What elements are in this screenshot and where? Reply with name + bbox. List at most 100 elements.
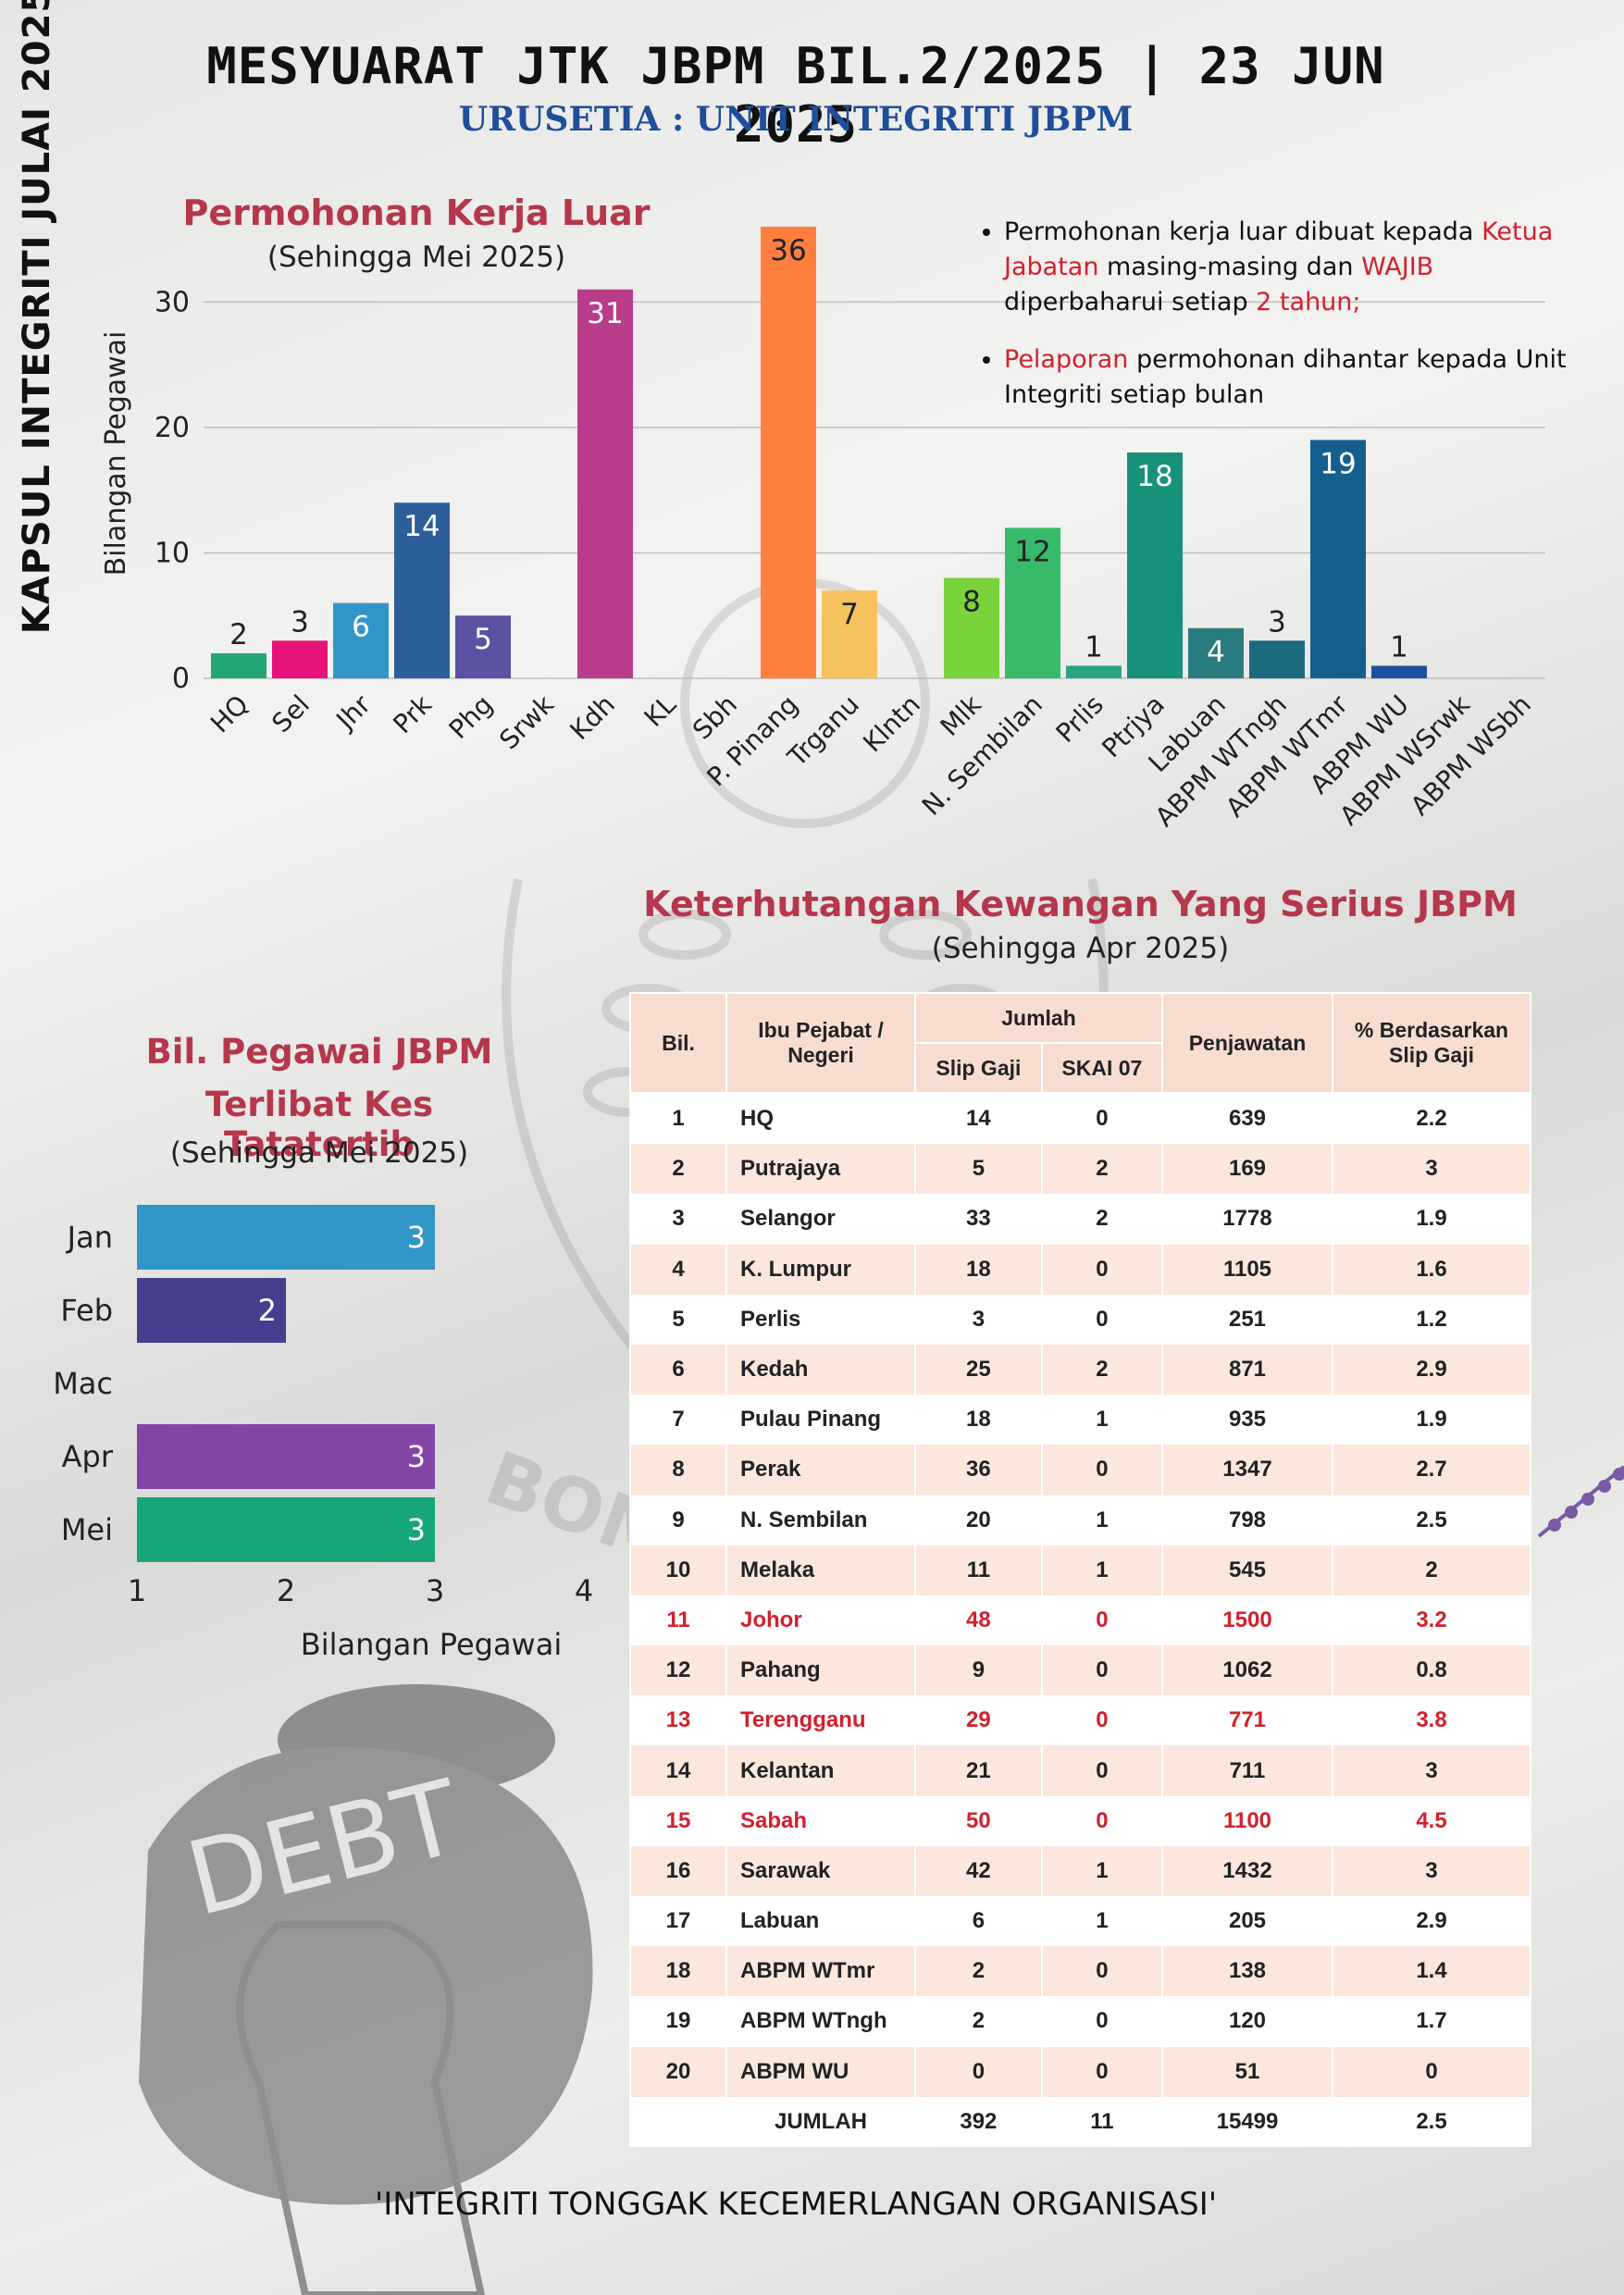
chart1-bar: [822, 590, 877, 678]
cell-pct: 3.8: [1332, 1695, 1531, 1746]
chart2-xtick: 3: [426, 1573, 444, 1608]
cell-name: Putrajaya: [725, 1144, 916, 1195]
cell-skai: 0: [1040, 1996, 1164, 2047]
chart2-bar: [137, 1497, 435, 1562]
cell-pct: 2.5: [1332, 1495, 1531, 1545]
cell-pct: 2.9: [1332, 1896, 1531, 1947]
cell-skai: 0: [1040, 1795, 1164, 1846]
cell-bil: 12: [629, 1645, 727, 1696]
cell-slip-gaji: 3: [914, 1294, 1043, 1345]
chart1-bar: [455, 615, 511, 678]
cell-name: K. Lumpur: [725, 1244, 916, 1295]
cell-bil: 15: [629, 1795, 727, 1846]
chart1-category-label: KL: [638, 688, 683, 733]
chart1-value-label: 3: [1268, 605, 1286, 639]
cell-penjawatan: 935: [1161, 1395, 1333, 1445]
cell-name: HQ: [725, 1093, 916, 1145]
chart1-value-label: 14: [403, 510, 440, 543]
cell-name: Sarawak: [725, 1845, 916, 1896]
chart1-bar: [211, 652, 267, 678]
chart1-category-label: Sel: [266, 689, 316, 739]
chart1-bar: [1188, 627, 1244, 678]
cell-penjawatan: 1100: [1161, 1795, 1333, 1846]
lavender-decoration: [1537, 1465, 1624, 1538]
cell-penjawatan: 798: [1161, 1495, 1333, 1545]
cell-penjawatan: 138: [1161, 1946, 1333, 1997]
note-item-1: Permohonan kerja luar dibuat kepada Ketu…: [1004, 215, 1568, 320]
cell-slip-gaji: 0: [914, 2046, 1043, 2097]
cell-name: Pulau Pinang: [725, 1395, 916, 1445]
cell-penjawatan: 639: [1161, 1093, 1333, 1145]
cell-slip-gaji: 6: [914, 1896, 1043, 1947]
chart1-value-label: 7: [840, 598, 859, 631]
chart1-bar: [394, 502, 450, 678]
table-row: 19 ABPM WTngh 2 0 120 1.7: [629, 1996, 1531, 2047]
cell-name: ABPM WU: [725, 2046, 916, 2097]
header-bil: Bil.: [629, 992, 727, 1094]
chart2-bar: [137, 1278, 286, 1343]
table-row: 7 Pulau Pinang 18 1 935 1.9: [629, 1395, 1531, 1445]
cell-bil: 16: [629, 1845, 727, 1896]
cell-pct: 2.2: [1332, 1093, 1531, 1145]
note-item-2: Pelaporan permohonan dihantar kepada Uni…: [1004, 342, 1568, 413]
cell-slip-gaji: 9: [914, 1645, 1043, 1696]
chart1-ylabel: Bilangan Pegawai: [100, 331, 132, 577]
cell-skai: 0: [1040, 1445, 1164, 1495]
chart1-value-label: 36: [770, 234, 806, 267]
chart1-value-label: 6: [352, 611, 370, 644]
cell-slip-gaji: 2: [914, 1946, 1043, 1997]
cell-skai: 0: [1040, 1594, 1164, 1646]
chart1-value-label: 2: [229, 618, 248, 651]
cell-pct: 3: [1332, 1144, 1531, 1195]
notes-panel: Permohonan kerja luar dibuat kepada Ketu…: [967, 215, 1568, 435]
cell-bil: 7: [629, 1395, 727, 1445]
cell-pct: 2.9: [1332, 1344, 1531, 1396]
chart1-category-label: Mlk: [935, 688, 988, 742]
cell-pct: 3.2: [1332, 1594, 1531, 1646]
cell-slip-gaji: 2: [914, 1996, 1043, 2047]
cell-skai: 0: [1040, 1946, 1164, 1997]
cell-name: Perlis: [725, 1294, 916, 1345]
cell-name: Kelantan: [725, 1745, 916, 1796]
debt-table: Bil. Ibu Pejabat / Negeri Jumlah Penjawa…: [629, 992, 1531, 2147]
table-row: 14 Kelantan 21 0 711 3: [629, 1745, 1531, 1796]
chart1-bar: [272, 640, 328, 678]
cell-skai: 0: [1040, 1244, 1164, 1295]
cell-slip-gaji: 36: [914, 1445, 1043, 1495]
cell-skai: 0: [1040, 1093, 1164, 1145]
cell-bil: 20: [629, 2046, 727, 2097]
main-title: MESYUARAT JTK JBPM BIL.2/2025 | 23 JUN 2…: [206, 37, 1385, 154]
cell-skai: 1: [1040, 1495, 1164, 1545]
cell-penjawatan: 871: [1161, 1344, 1333, 1396]
cell-slip-gaji: 48: [914, 1594, 1043, 1646]
table-row: 17 Labuan 6 1 205 2.9: [629, 1896, 1531, 1947]
cell-pct: 1.9: [1332, 1395, 1531, 1445]
cell-penjawatan: 1105: [1161, 1244, 1333, 1295]
cell-slip-gaji: 29: [914, 1695, 1043, 1746]
chart2-value-label: 3: [407, 1220, 426, 1255]
cell-slip-gaji: 33: [914, 1194, 1043, 1245]
table-row: 16 Sarawak 42 1 1432 3: [629, 1845, 1531, 1896]
cell-bil: 11: [629, 1594, 727, 1646]
table-row: 12 Pahang 9 0 1062 0.8: [629, 1645, 1531, 1696]
cell-penjawatan: 1500: [1161, 1594, 1333, 1646]
chart1-bar: [761, 227, 816, 678]
chart1-bar: [1127, 453, 1183, 678]
cell-skai: 2: [1040, 1344, 1164, 1396]
chart2-category-label: Mac: [53, 1366, 113, 1401]
table-row: 15 Sabah 50 0 1100 4.5: [629, 1795, 1531, 1846]
cell-bil: 5: [629, 1294, 727, 1345]
cell-pct: 1.2: [1332, 1294, 1531, 1345]
cell-slip-gaji: 20: [914, 1495, 1043, 1545]
cell-penjawatan: 169: [1161, 1144, 1333, 1195]
cell-bil: 3: [629, 1194, 727, 1245]
cell-pct: 1.9: [1332, 1194, 1531, 1245]
chart1-value-label: 31: [587, 297, 623, 330]
chart2-xtick: 4: [575, 1573, 593, 1608]
table-row: 18 ABPM WTmr 2 0 138 1.4: [629, 1946, 1531, 1997]
header-jumlah: Jumlah: [914, 992, 1163, 1044]
chart2-bar: [137, 1424, 435, 1489]
cell-name: Labuan: [725, 1896, 916, 1947]
chart2-xlabel: Bilangan Pegawai: [301, 1627, 562, 1662]
